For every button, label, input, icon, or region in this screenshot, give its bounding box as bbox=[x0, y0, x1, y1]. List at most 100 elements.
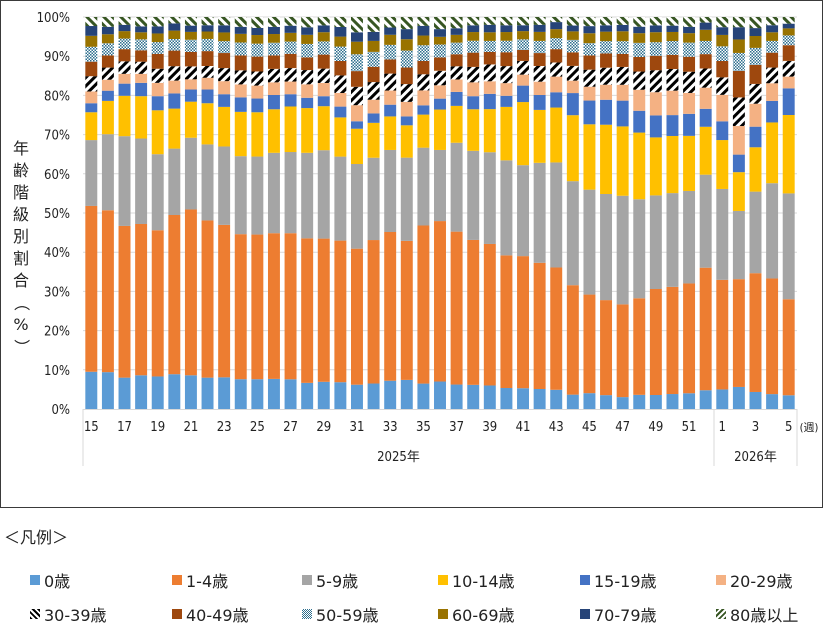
bar-segment-0 bbox=[533, 389, 546, 409]
year-label: 2026年 bbox=[734, 450, 777, 465]
bar-segment-10 bbox=[101, 26, 114, 35]
bar-segment-5 bbox=[118, 73, 131, 84]
bar-week-22 bbox=[201, 17, 214, 409]
bar-segment-11 bbox=[566, 17, 579, 26]
bar-segment-8 bbox=[334, 46, 347, 61]
legend-swatch bbox=[30, 575, 40, 585]
bar-segment-11 bbox=[334, 17, 347, 27]
x-tick-label: 21 bbox=[183, 420, 198, 435]
bar-week-45 bbox=[583, 17, 596, 409]
bar-segment-2 bbox=[649, 195, 662, 289]
bar-segment-2 bbox=[434, 149, 446, 222]
bar-segment-1 bbox=[749, 273, 762, 392]
bar-week-25 bbox=[251, 17, 264, 409]
bar-segment-8 bbox=[417, 45, 430, 61]
bar-segment-7 bbox=[334, 61, 347, 76]
bar-segment-0 bbox=[118, 377, 131, 409]
bar-segment-10 bbox=[683, 26, 696, 34]
bar-segment-7 bbox=[367, 66, 380, 83]
bar-segment-10 bbox=[483, 24, 496, 33]
bar-segment-1 bbox=[566, 285, 579, 395]
bar-segment-3 bbox=[683, 135, 696, 191]
bar-segment-5 bbox=[566, 80, 579, 94]
bar-segment-8 bbox=[450, 42, 463, 55]
bar-segment-11 bbox=[201, 17, 214, 26]
y-tick-label: 70% bbox=[44, 129, 70, 144]
bar-segment-6 bbox=[600, 67, 613, 85]
bar-segment-7 bbox=[749, 64, 762, 84]
bar-segment-1 bbox=[201, 220, 214, 378]
bar-week-5 bbox=[782, 17, 795, 409]
bar-segment-7 bbox=[135, 50, 148, 62]
bar-segment-9 bbox=[699, 29, 712, 41]
bar-segment-6 bbox=[716, 77, 729, 95]
bar-segment-3 bbox=[716, 140, 729, 189]
bar-segment-1 bbox=[384, 231, 397, 381]
bar-segment-3 bbox=[367, 122, 380, 158]
bar-segment-9 bbox=[350, 41, 363, 55]
bar-segment-1 bbox=[234, 234, 247, 380]
legend-label: 10-14歳 bbox=[452, 572, 515, 591]
y-axis-label-char: 割 bbox=[12, 249, 29, 268]
bar-segment-11 bbox=[135, 17, 148, 27]
bar-segment-1 bbox=[633, 298, 646, 395]
bar-segment-4 bbox=[301, 97, 314, 109]
bar-segment-1 bbox=[317, 238, 330, 382]
bar-segment-0 bbox=[234, 379, 247, 409]
bar-segment-7 bbox=[500, 52, 513, 67]
bar-segment-2 bbox=[467, 150, 480, 240]
bar-segment-6 bbox=[218, 68, 231, 82]
bar-segment-6 bbox=[301, 70, 314, 85]
bar-segment-3 bbox=[749, 147, 762, 192]
bar-segment-8 bbox=[168, 39, 181, 51]
bar-segment-7 bbox=[301, 57, 314, 71]
bar-segment-10 bbox=[550, 22, 563, 30]
bar-segment-5 bbox=[782, 76, 795, 89]
bar-segment-8 bbox=[400, 50, 413, 68]
bar-week-42 bbox=[533, 17, 546, 409]
bar-segment-5 bbox=[400, 101, 413, 117]
bar-segment-7 bbox=[101, 55, 114, 68]
bar-segment-5 bbox=[301, 84, 314, 98]
bar-segment-4 bbox=[201, 89, 214, 104]
bar-segment-0 bbox=[450, 384, 463, 409]
bar-week-52 bbox=[699, 17, 712, 409]
bar-segment-6 bbox=[533, 66, 546, 82]
bar-segment-4 bbox=[118, 83, 131, 96]
bar-segment-8 bbox=[317, 41, 330, 55]
bar-segment-7 bbox=[550, 49, 563, 63]
bar-segment-0 bbox=[699, 390, 712, 409]
bar-segment-10 bbox=[566, 25, 579, 32]
bar-segment-11 bbox=[400, 17, 413, 30]
bar-segment-2 bbox=[699, 174, 712, 268]
y-axis-label-char: （ bbox=[12, 294, 31, 311]
bar-segment-5 bbox=[500, 83, 513, 96]
bar-segment-0 bbox=[334, 382, 347, 409]
bar-segment-1 bbox=[400, 240, 413, 380]
x-tick-label: 35 bbox=[416, 420, 431, 435]
bar-segment-2 bbox=[782, 193, 795, 300]
bar-segment-9 bbox=[600, 31, 613, 42]
legend-swatch bbox=[438, 609, 448, 619]
bar-week-23 bbox=[218, 17, 231, 409]
bar-week-35 bbox=[417, 17, 430, 409]
bar-segment-6 bbox=[699, 68, 712, 88]
bar-segment-5 bbox=[417, 90, 430, 106]
bar-week-50 bbox=[666, 17, 679, 409]
bar-segment-2 bbox=[234, 156, 247, 235]
bar-segment-1 bbox=[135, 223, 148, 376]
bar-segment-4 bbox=[334, 106, 347, 118]
bar-segment-4 bbox=[583, 100, 596, 125]
bar-segment-2 bbox=[616, 195, 629, 305]
bar-segment-8 bbox=[666, 41, 679, 55]
x-axis: 15 17 19 21 23 25 27 29 31 33 35 37 39 41 43 45 47 49 51 1 3… bbox=[82, 409, 818, 466]
bar-segment-9 bbox=[284, 32, 297, 42]
bar-segment-10 bbox=[334, 27, 347, 37]
bar-segment-0 bbox=[317, 381, 330, 409]
bar-segment-1 bbox=[301, 238, 314, 383]
bar-segment-7 bbox=[184, 51, 197, 67]
bar-segment-3 bbox=[417, 114, 430, 148]
bar-segment-8 bbox=[301, 43, 314, 58]
bar-segment-7 bbox=[417, 60, 430, 75]
bar-segment-1 bbox=[782, 299, 795, 396]
